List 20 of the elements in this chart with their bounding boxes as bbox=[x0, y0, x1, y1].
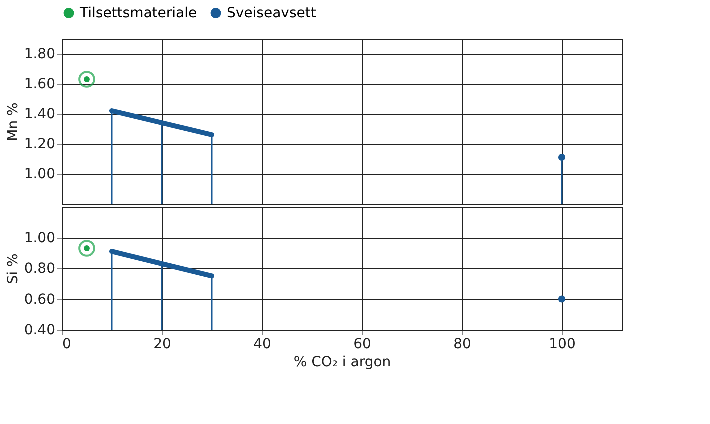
y-tick-label: 0.40 bbox=[24, 322, 56, 338]
legend-label: Sveiseavsett bbox=[227, 5, 317, 22]
y-tick-label: 1.00 bbox=[24, 166, 56, 182]
x-tick-label: 40 bbox=[254, 336, 272, 352]
y-axis-title: Si % bbox=[5, 254, 22, 284]
x-tick-label: 100 bbox=[549, 336, 576, 352]
legend-label: Tilsettsmateriale bbox=[79, 5, 198, 22]
x-tick-label: 60 bbox=[354, 336, 372, 352]
y-tick-label: 0.80 bbox=[24, 261, 56, 277]
y-axis-title: Mn % bbox=[5, 102, 22, 142]
x-tick-label: 80 bbox=[454, 336, 472, 352]
y-tick-label: 1.60 bbox=[24, 76, 56, 92]
y-tick-label: 1.80 bbox=[24, 46, 56, 62]
y-tick-label: 1.20 bbox=[24, 136, 56, 152]
x-tick-label: 0 bbox=[62, 336, 72, 352]
y-tick-label: 1.40 bbox=[24, 106, 56, 122]
y-tick-label: 0.60 bbox=[24, 292, 56, 308]
y-tick-label: 1.00 bbox=[24, 230, 56, 246]
x-axis-title: % CO₂ i argon bbox=[294, 354, 392, 370]
x-tick-label: 20 bbox=[154, 336, 172, 352]
